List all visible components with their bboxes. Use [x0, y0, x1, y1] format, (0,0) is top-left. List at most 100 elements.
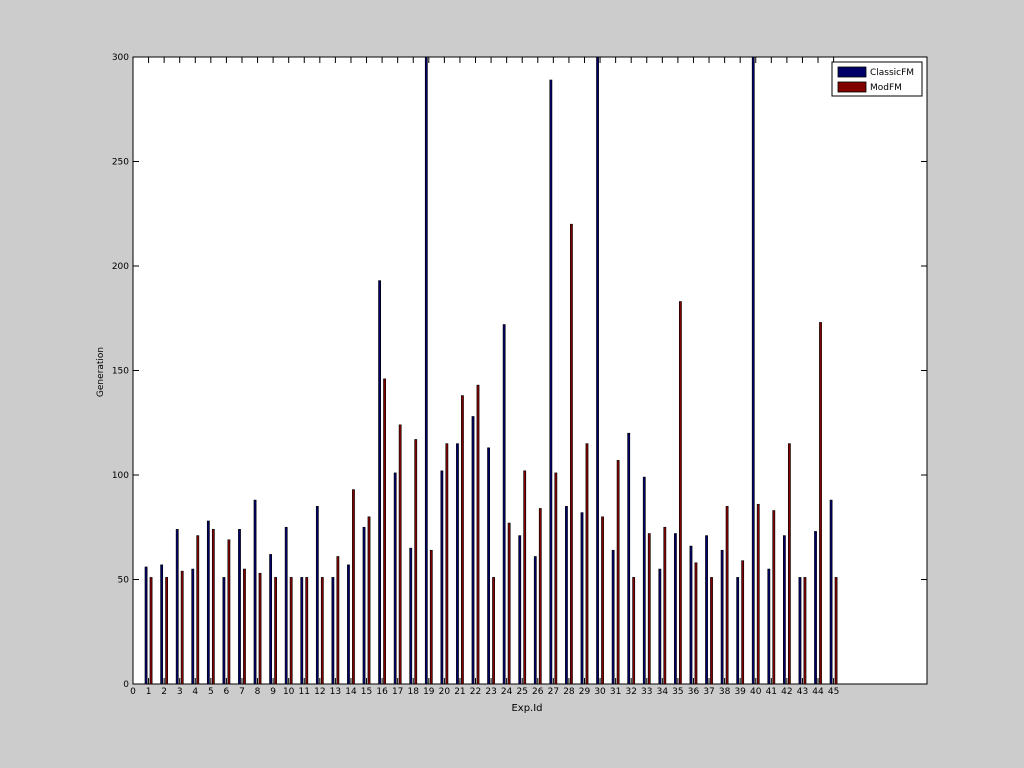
bar-modfm [429, 549, 433, 685]
bar-modfm [227, 539, 231, 685]
bar-modfm [632, 577, 636, 685]
bar-modfm [725, 506, 729, 685]
bar-modfm [585, 443, 589, 685]
bar-modfm [756, 503, 760, 685]
bar-modfm [461, 395, 464, 685]
x-tick-label: 0 [130, 687, 136, 697]
bar-modfm [383, 378, 386, 685]
bar-classicfm [160, 564, 164, 685]
x-tick-label: 4 [192, 687, 198, 697]
bar-modfm [445, 443, 449, 685]
bar-classicfm [720, 549, 724, 685]
x-tick-label: 27 [548, 687, 559, 697]
bar-classicfm [440, 470, 444, 685]
x-tick-label: 15 [361, 687, 372, 697]
legend-swatch-modfm [837, 81, 867, 93]
bar-classicfm [144, 566, 148, 685]
x-tick-label: 2 [161, 687, 167, 697]
y-tick-label: 250 [112, 158, 129, 168]
x-tick-label: 24 [501, 687, 513, 697]
legend-label-classicfm: ClassicFM [870, 68, 914, 78]
x-tick-label: 38 [719, 687, 731, 697]
x-tick-label: 44 [812, 687, 824, 697]
x-tick-label: 29 [579, 687, 591, 697]
bar-modfm [414, 439, 418, 685]
bar-modfm [647, 533, 651, 685]
x-tick-label: 23 [485, 687, 496, 697]
bar-classicfm [191, 568, 195, 685]
x-tick-label: 31 [610, 687, 621, 697]
x-tick-label: 45 [828, 687, 839, 697]
y-axis-label: Generation [96, 347, 106, 397]
y-tick-label: 100 [112, 471, 129, 481]
x-tick-label: 7 [239, 687, 245, 697]
bar-modfm [196, 535, 200, 685]
y-tick-label: 0 [123, 680, 129, 690]
bar-modfm [149, 577, 153, 685]
x-tick-label: 1 [146, 687, 152, 697]
bar-modfm [679, 301, 682, 685]
x-tick-label: 16 [376, 687, 388, 697]
bar-classicfm [627, 432, 631, 685]
bar-classicfm [362, 526, 366, 685]
bar-classicfm [767, 568, 771, 685]
legend-label-modfm: ModFM [870, 83, 902, 93]
bar-classicfm [798, 577, 802, 685]
bar-modfm [803, 577, 807, 685]
bar-classicfm [783, 535, 786, 685]
x-tick-label: 22 [470, 687, 481, 697]
bar-modfm [507, 522, 511, 685]
x-tick-label: 21 [454, 687, 465, 697]
x-tick-label: 18 [408, 687, 420, 697]
bar-modfm [523, 470, 527, 685]
bar-classicfm [331, 577, 335, 685]
x-tick-label: 11 [299, 687, 310, 697]
bar-modfm [211, 529, 215, 685]
bar-modfm [180, 570, 184, 685]
bar-modfm [772, 510, 776, 685]
bar-modfm [258, 572, 262, 685]
bar-classicfm [736, 577, 740, 685]
y-tick-label: 50 [118, 576, 130, 586]
bars [144, 56, 838, 685]
bar-classicfm [456, 443, 459, 685]
bar-modfm [243, 568, 246, 685]
y-tick-label: 300 [112, 53, 129, 63]
x-tick-label: 17 [392, 687, 403, 697]
x-tick-label: 9 [270, 687, 276, 697]
x-tick-label: 43 [797, 687, 808, 697]
bar-modfm [274, 577, 277, 685]
bar-modfm [320, 577, 324, 685]
bar-classicfm [611, 549, 615, 685]
x-tick-labels: 0 1 2 3 4 5 6 7 8 9 10 11 12 13 14 15 16 17 18 19 20 21 22 23 24… [130, 687, 839, 697]
x-tick-label: 33 [641, 687, 652, 697]
bar-modfm [289, 577, 293, 685]
y-tick-label: 200 [112, 262, 129, 272]
bar-classicfm [238, 529, 241, 685]
bar-modfm [398, 424, 402, 685]
bar-classicfm [518, 535, 522, 685]
x-axis-label: Exp.Id [511, 703, 542, 714]
bar-modfm [741, 560, 745, 685]
bar-classicfm [829, 499, 833, 685]
bar-classicfm [533, 556, 537, 685]
bar-modfm [570, 223, 573, 685]
x-tick-label: 35 [672, 687, 683, 697]
bar-classicfm [222, 577, 226, 685]
bar-modfm [601, 516, 604, 685]
bar-modfm [710, 577, 713, 685]
bar-classicfm [409, 547, 413, 685]
bar-modfm [694, 562, 698, 685]
x-tick-label: 39 [734, 687, 746, 697]
bar-classicfm [378, 280, 381, 685]
bar-classicfm [705, 535, 708, 685]
x-tick-label: 34 [657, 687, 669, 697]
x-tick-label: 14 [345, 687, 357, 697]
x-tick-label: 6 [224, 687, 230, 697]
bar-modfm [663, 526, 667, 685]
bar-classicfm [658, 568, 662, 685]
bar-modfm [165, 577, 169, 685]
x-tick-label: 8 [255, 687, 261, 697]
axis-ticks [132, 56, 927, 685]
bar-classicfm [315, 506, 319, 685]
